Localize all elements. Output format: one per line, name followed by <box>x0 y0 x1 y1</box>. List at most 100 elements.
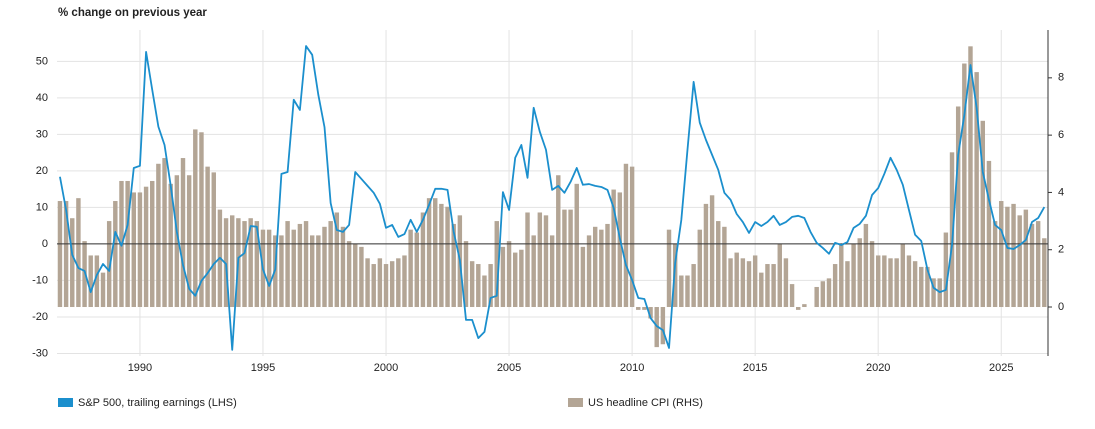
x-tick-label: 2025 <box>989 362 1013 374</box>
bar <box>999 201 1004 308</box>
bar <box>316 235 321 308</box>
bar <box>1011 203 1016 308</box>
bar <box>906 255 912 308</box>
bar <box>137 192 143 308</box>
y2-tick-label: 8 <box>1058 72 1064 84</box>
bar <box>414 232 419 308</box>
bar <box>968 46 973 308</box>
bar <box>279 235 284 308</box>
legend-swatch <box>568 398 583 407</box>
bar <box>242 221 247 308</box>
bar <box>623 163 629 308</box>
bar <box>771 264 776 308</box>
bar <box>562 209 567 308</box>
bar <box>611 189 616 308</box>
bar <box>334 212 340 308</box>
bar <box>869 241 875 308</box>
bar <box>63 201 69 308</box>
bar <box>168 183 173 308</box>
bar <box>925 266 930 308</box>
bar <box>291 229 296 308</box>
bar <box>1017 215 1022 308</box>
bar <box>70 218 75 308</box>
bar <box>943 232 949 308</box>
bar <box>186 175 192 308</box>
bar <box>506 241 512 308</box>
y2-tick-label: 4 <box>1058 186 1064 198</box>
bar <box>716 221 721 308</box>
bar <box>974 72 979 308</box>
bar <box>389 261 395 308</box>
y-tick-label: -10 <box>32 274 48 286</box>
legend-label: US headline CPI (RHS) <box>588 397 703 409</box>
bar <box>568 209 573 308</box>
bar <box>463 241 469 308</box>
x-tick-label: 2015 <box>743 362 767 374</box>
bar <box>205 166 210 308</box>
bar <box>531 235 536 308</box>
y-tick-label: 20 <box>36 165 48 177</box>
bar <box>309 235 315 308</box>
bar <box>820 281 826 308</box>
bar <box>1023 209 1029 308</box>
bar <box>426 198 432 308</box>
bar <box>574 183 579 308</box>
bar <box>728 258 733 308</box>
bar <box>629 166 635 308</box>
y2-tick-label: 0 <box>1058 301 1064 313</box>
bar <box>765 264 770 308</box>
bar <box>580 246 586 308</box>
bar <box>143 186 149 308</box>
bar <box>986 160 992 308</box>
bar <box>211 172 216 308</box>
bar <box>445 206 450 308</box>
bar <box>796 307 801 310</box>
y-tick-label: -30 <box>32 347 48 359</box>
chart-title: % change on previous year <box>58 7 207 19</box>
bar <box>857 238 862 308</box>
bar <box>722 226 727 308</box>
legend-swatch <box>58 398 73 407</box>
bar <box>199 132 204 308</box>
bar <box>322 226 327 308</box>
bar <box>980 120 986 308</box>
line <box>59 45 1046 351</box>
bar <box>931 278 936 308</box>
bar <box>949 152 955 308</box>
bar <box>113 201 118 308</box>
bar <box>469 261 475 308</box>
bar <box>1029 223 1035 308</box>
bar <box>162 158 167 308</box>
y-tick-label: 10 <box>36 201 48 213</box>
bar <box>1042 238 1047 308</box>
bar <box>666 229 672 308</box>
bar <box>992 221 998 308</box>
bar <box>543 215 549 308</box>
bar <box>746 261 752 308</box>
bar <box>303 221 309 308</box>
bar <box>106 221 112 308</box>
bar <box>789 284 795 308</box>
bar <box>266 229 272 308</box>
bar <box>832 264 838 308</box>
bar <box>703 203 709 308</box>
bar <box>648 307 653 319</box>
bar <box>76 198 81 308</box>
bar <box>851 243 856 308</box>
bar <box>894 258 899 308</box>
y-tick-label: -20 <box>32 311 48 323</box>
bar <box>494 221 499 308</box>
bar <box>605 223 610 308</box>
bar <box>402 255 407 308</box>
bar <box>174 175 180 308</box>
bar <box>660 307 666 345</box>
bar <box>451 223 456 308</box>
bar <box>863 223 869 308</box>
bar <box>912 261 918 308</box>
bar <box>346 241 352 308</box>
bar <box>1005 206 1010 308</box>
y2-tick-label: 2 <box>1058 244 1064 256</box>
bar <box>383 264 389 308</box>
bar <box>802 304 807 308</box>
bar <box>100 272 106 308</box>
